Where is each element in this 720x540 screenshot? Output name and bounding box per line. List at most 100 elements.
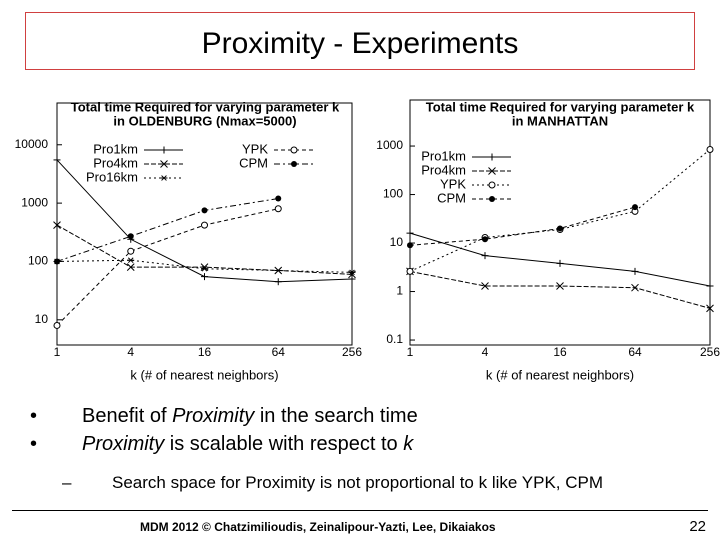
y-tick-label: 1000: [21, 195, 48, 209]
legend-label: Pro16km: [86, 169, 138, 184]
x-tick-label: 256: [342, 345, 362, 359]
y-tick-label: 10: [390, 235, 404, 249]
x-axis-label: k (# of nearest neighbors): [486, 367, 634, 382]
point: [706, 145, 714, 153]
bullet-text: Search space for Proximity is not propor…: [112, 473, 603, 493]
point: [126, 263, 135, 271]
legend-marker: [488, 167, 496, 175]
footer: MDM 2012 © Chatzimilioudis, Zeinalipour-…: [140, 520, 496, 534]
x-tick-label: 1: [54, 345, 61, 359]
marker-stroke: [160, 160, 168, 168]
y-tick-label: 100: [28, 254, 48, 268]
point: [200, 263, 209, 271]
point: [54, 258, 60, 265]
legend-label: Pro4km: [93, 155, 138, 170]
marker-stroke: [127, 233, 134, 240]
marker-stroke: [406, 267, 414, 275]
legend-label: CPM: [239, 155, 268, 170]
marker-stroke: [54, 258, 60, 265]
y-tick-label: 100: [383, 187, 403, 201]
marker-stroke: [200, 263, 209, 271]
x-tick-label: 4: [127, 345, 134, 359]
bullet-part: k: [403, 433, 414, 455]
marker-stroke: [161, 175, 167, 181]
point: [53, 321, 61, 329]
legend-label: CPM: [437, 190, 466, 205]
point: [348, 275, 356, 283]
x-tick-label: 256: [700, 345, 720, 359]
point: [481, 282, 489, 290]
page-number: 22: [689, 518, 706, 535]
point: [632, 204, 638, 211]
legend-marker: [160, 146, 168, 154]
marker-stroke: [274, 205, 282, 213]
series-line: [409, 232, 711, 287]
x-tick-label: 64: [628, 345, 642, 359]
legend-box: [90, 143, 345, 190]
point: [557, 225, 563, 232]
point: [201, 221, 208, 229]
chart-title: in OLDENBURG (Nmax=5000): [113, 113, 296, 128]
marker-stroke: [126, 263, 135, 271]
series-line: [56, 259, 353, 273]
marker-stroke: [201, 221, 208, 229]
chart-title: in MANHATTAN: [512, 113, 608, 128]
point: [706, 304, 714, 313]
series-line: [56, 198, 279, 262]
y-tick-label: 0.1: [386, 332, 403, 346]
marker-stroke: [290, 146, 298, 154]
point: [631, 283, 639, 292]
bullet-text: Proximity is scalable with respect to k: [82, 433, 413, 456]
footer-rule: [12, 510, 708, 511]
point: [631, 267, 639, 275]
bullet-part: in the search time: [254, 405, 418, 427]
y-tick-label: 1: [396, 284, 403, 298]
marker-stroke: [632, 204, 638, 211]
bullet-part: Search space for Proximity is not propor…: [112, 473, 603, 492]
marker-stroke: [631, 283, 639, 292]
legend-marker: [290, 146, 298, 154]
marker-stroke: [275, 267, 282, 274]
point: [556, 259, 564, 267]
x-tick-label: 16: [198, 345, 212, 359]
series-line: [409, 206, 636, 246]
marker-stroke: [488, 167, 496, 175]
point: [406, 267, 414, 275]
bullet-part: Benefit of: [82, 405, 173, 427]
bullet-marker: –: [62, 473, 72, 492]
point: [201, 273, 208, 281]
legend-box: [417, 149, 517, 211]
marker-stroke: [706, 145, 714, 153]
legend-marker: [489, 196, 495, 202]
x-tick-label: 64: [272, 345, 286, 359]
legend-label: Pro1km: [93, 141, 138, 156]
y-tick-label: 10000: [15, 137, 49, 151]
title-box: Proximity - Experiments: [25, 12, 695, 70]
marker-stroke: [407, 242, 413, 249]
chart: Total time Required for varying paramete…: [15, 99, 363, 382]
point: [53, 221, 61, 229]
marker-stroke: [489, 196, 495, 202]
marker-stroke: [291, 161, 297, 167]
marker-stroke: [53, 321, 61, 329]
marker-stroke: [482, 236, 488, 243]
marker-stroke: [201, 207, 208, 214]
x-tick-label: 4: [482, 345, 489, 359]
chart-title: Total time Required for varying paramete…: [71, 99, 340, 114]
plot-frame: [409, 99, 711, 346]
marker-stroke: [557, 225, 563, 232]
legend-marker: [291, 161, 297, 167]
point: [407, 242, 413, 249]
marker-stroke: [488, 181, 496, 189]
plot-frame: [56, 102, 353, 346]
marker-stroke: [349, 269, 355, 276]
legend-label: Pro4km: [421, 162, 466, 177]
bullet-text: Benefit of Proximity in the search time: [82, 405, 418, 428]
legend-label: YPK: [242, 141, 268, 156]
charts: Total time Required for varying paramete…: [15, 99, 720, 382]
point: [53, 156, 61, 164]
marker-stroke: [556, 282, 564, 290]
marker-stroke: [706, 304, 714, 313]
chart: Total time Required for varying paramete…: [376, 99, 720, 382]
